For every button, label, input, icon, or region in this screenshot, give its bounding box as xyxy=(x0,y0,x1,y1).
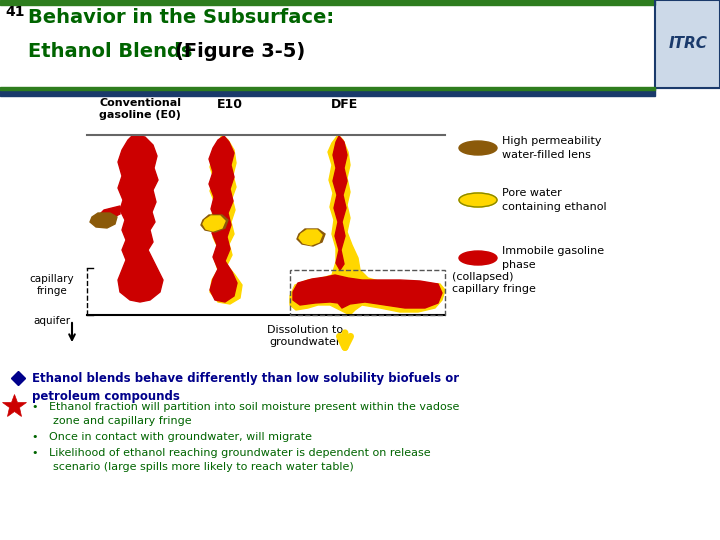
Polygon shape xyxy=(297,229,325,246)
Text: petroleum compounds: petroleum compounds xyxy=(32,390,180,403)
Text: •   Likelihood of ethanol reaching groundwater is dependent on release: • Likelihood of ethanol reaching groundw… xyxy=(32,448,431,458)
Text: aquifer: aquifer xyxy=(33,316,71,326)
Polygon shape xyxy=(203,216,225,231)
Text: (collapsed)
capillary fringe: (collapsed) capillary fringe xyxy=(452,272,536,294)
Polygon shape xyxy=(290,135,445,315)
Text: High permeability
water-filled lens: High permeability water-filled lens xyxy=(502,137,601,160)
Polygon shape xyxy=(100,206,120,218)
Text: E10: E10 xyxy=(217,98,243,111)
Polygon shape xyxy=(209,136,237,302)
Bar xyxy=(655,0,720,88)
Text: Conventional
gasoline (E0): Conventional gasoline (E0) xyxy=(99,98,181,119)
Text: Ethanol blends behave differently than low solubility biofuels or: Ethanol blends behave differently than l… xyxy=(32,372,459,385)
Ellipse shape xyxy=(459,251,497,265)
Polygon shape xyxy=(293,275,442,308)
Text: •   Once in contact with groundwater, will migrate: • Once in contact with groundwater, will… xyxy=(32,432,312,442)
Text: Pore water
containing ethanol: Pore water containing ethanol xyxy=(502,188,607,212)
Polygon shape xyxy=(118,135,163,302)
Text: Immobile gasoline
phase: Immobile gasoline phase xyxy=(502,246,604,269)
Bar xyxy=(0,0,655,5)
Bar xyxy=(655,0,720,88)
Text: 41: 41 xyxy=(5,5,24,19)
Text: DFE: DFE xyxy=(331,98,359,111)
Polygon shape xyxy=(299,230,322,245)
Polygon shape xyxy=(210,135,242,304)
Text: zone and capillary fringe: zone and capillary fringe xyxy=(32,416,192,426)
Text: •   Ethanol fraction will partition into soil moisture present within the vadose: • Ethanol fraction will partition into s… xyxy=(32,402,459,412)
Text: Behavior in the Subsurface:: Behavior in the Subsurface: xyxy=(28,8,334,27)
Text: (Figure 3-5): (Figure 3-5) xyxy=(175,42,305,61)
Text: scenario (large spills more likely to reach water table): scenario (large spills more likely to re… xyxy=(32,462,354,472)
Polygon shape xyxy=(201,215,228,232)
Text: Ethanol Blends: Ethanol Blends xyxy=(28,42,199,61)
Ellipse shape xyxy=(459,141,497,155)
Polygon shape xyxy=(90,213,117,228)
Text: Dissolution to
groundwater: Dissolution to groundwater xyxy=(267,325,343,347)
Bar xyxy=(0,87,655,90)
Ellipse shape xyxy=(459,193,497,207)
Polygon shape xyxy=(333,136,347,270)
Text: ITRC: ITRC xyxy=(668,37,708,51)
Bar xyxy=(290,270,445,315)
Text: capillary
fringe: capillary fringe xyxy=(30,274,74,296)
Bar xyxy=(0,88,655,96)
